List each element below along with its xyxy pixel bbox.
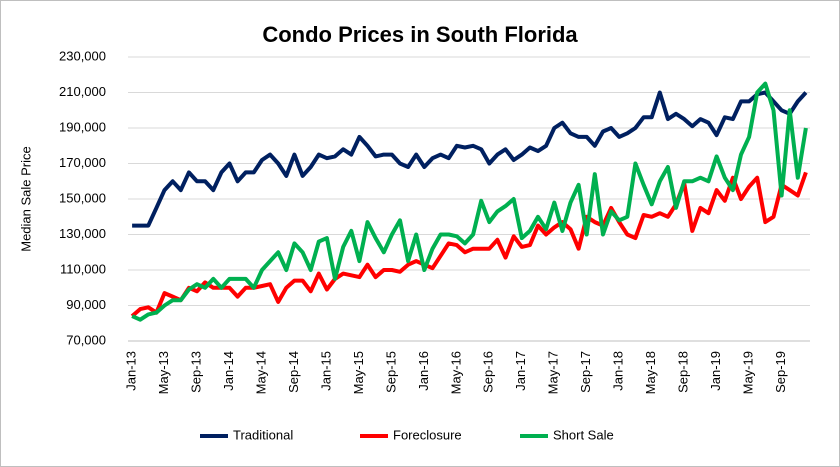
x-tick-label: Sep-18 xyxy=(676,351,691,393)
legend-label: Traditional xyxy=(233,427,293,442)
x-tick-label: Jan-14 xyxy=(221,351,236,391)
x-tick-label: Sep-15 xyxy=(383,351,398,393)
y-tick-label: 90,000 xyxy=(66,297,106,312)
x-tick-label: May-13 xyxy=(156,351,171,394)
x-tick-label: Sep-19 xyxy=(773,351,788,393)
x-tick-label: Sep-13 xyxy=(188,351,203,393)
y-tick-label: 110,000 xyxy=(60,261,106,276)
series-line xyxy=(132,90,808,228)
x-tick-label: May-17 xyxy=(546,351,561,394)
y-tick-label: 190,000 xyxy=(59,119,106,134)
x-tick-label: Sep-16 xyxy=(481,351,496,393)
y-axis-label: Median Sale Price xyxy=(18,146,33,252)
y-tick-label: 150,000 xyxy=(59,190,106,205)
x-tick-label: May-18 xyxy=(643,351,658,394)
x-tick-label: Sep-14 xyxy=(286,351,301,393)
x-tick-label: Jan-13 xyxy=(123,351,138,391)
x-tick-label: Jan-17 xyxy=(513,351,528,391)
x-tick-label: Sep-17 xyxy=(578,351,593,393)
y-tick-label: 70,000 xyxy=(66,332,106,347)
x-tick-label: May-16 xyxy=(448,351,463,394)
legend-label: Short Sale xyxy=(553,427,614,442)
series-line xyxy=(130,171,808,318)
x-tick-label: May-15 xyxy=(351,351,366,394)
chart-title: Condo Prices in South Florida xyxy=(262,22,578,47)
x-tick-label: Jan-15 xyxy=(318,351,333,391)
legend-label: Foreclosure xyxy=(393,427,462,442)
y-tick-label: 230,000 xyxy=(59,48,106,63)
x-tick-label: Jan-19 xyxy=(708,351,723,391)
y-tick-label: 170,000 xyxy=(59,155,106,170)
y-tick-label: 210,000 xyxy=(59,84,106,99)
series-line xyxy=(131,81,808,322)
x-tick-label: Jan-16 xyxy=(416,351,431,391)
y-tick-label: 130,000 xyxy=(59,226,106,241)
x-tick-label: May-14 xyxy=(253,351,268,394)
x-tick-label: Jan-18 xyxy=(611,351,626,391)
x-tick-label: May-19 xyxy=(741,351,756,394)
